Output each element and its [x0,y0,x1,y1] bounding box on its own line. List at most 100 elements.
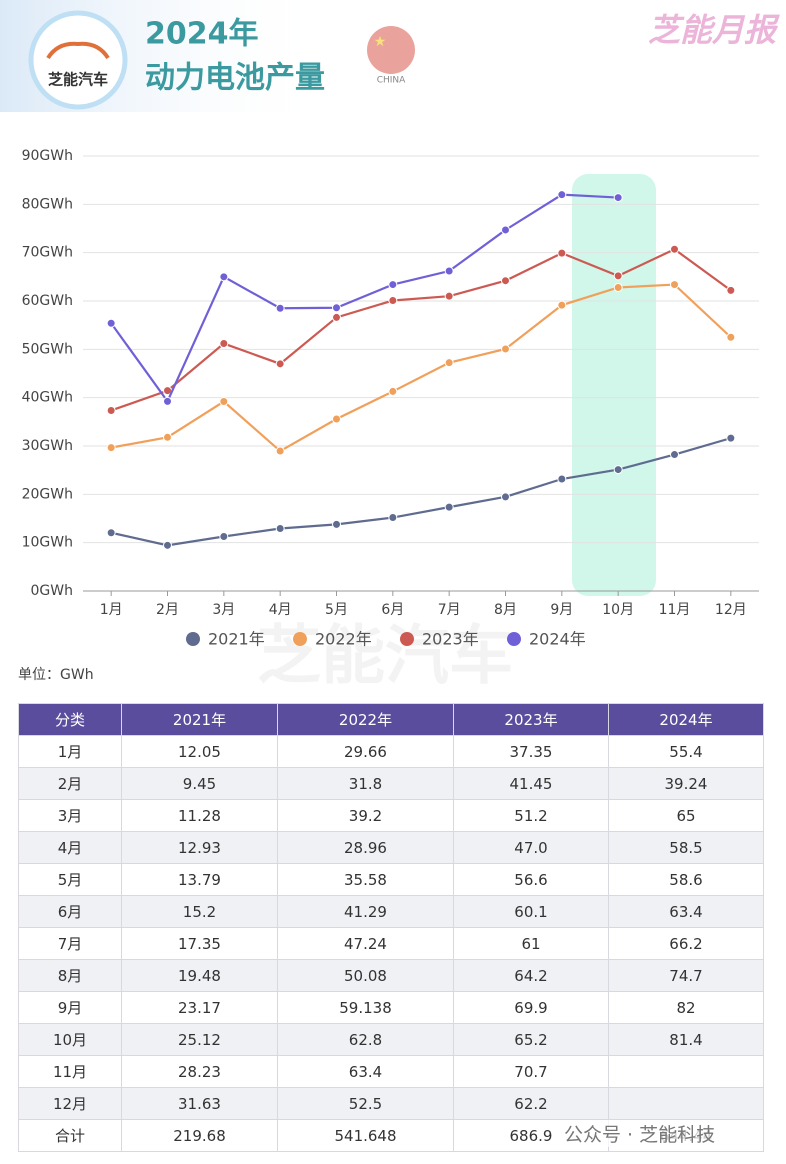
table-cell: 3月 [18,799,122,832]
table-cell: 合计 [18,1119,122,1152]
legend-swatch [507,632,521,646]
table-cell: 12月 [18,1087,122,1120]
table-cell: 35.58 [277,863,454,896]
table-cell: 25.12 [121,1023,278,1056]
point [501,492,510,502]
point [557,474,567,484]
table-cell: 58.5 [608,831,764,864]
table-cell: 63.4 [608,895,764,928]
table-cell: 12.05 [121,735,278,768]
table-cell: 9月 [18,991,122,1024]
table-cell: 70.7 [453,1055,609,1088]
y-tick-label: 70GWh [22,245,73,261]
table-cell: 13.79 [121,863,278,896]
table-cell: 51.2 [453,799,609,832]
legend-label: 2023年 [422,630,479,649]
point [726,433,736,443]
point [388,296,398,306]
table-cell: 5月 [18,863,122,896]
logo-icon [46,41,110,60]
header-cell: 2021年 [121,703,278,736]
table-cell: 9.45 [121,767,278,800]
table-cell: 63.4 [277,1055,454,1088]
table-cell: 58.6 [608,863,764,896]
table-cell: 11月 [18,1055,122,1088]
table-cell: 15.2 [121,895,278,928]
legend-swatch [186,632,200,646]
point [163,432,172,442]
point [332,519,341,529]
flag [367,26,415,74]
header-cell: 2023年 [453,703,609,736]
table-cell: 541.648 [277,1119,454,1152]
point [219,397,229,407]
table-cell: 65.2 [453,1023,609,1056]
flag-caption: CHINA [377,76,406,86]
point [557,248,567,258]
table-cell: 1月 [18,735,122,768]
point [557,190,567,200]
x-tick-label: 12月 [715,602,747,618]
series-line [110,437,732,547]
point [388,280,398,290]
point [219,531,229,541]
y-tick-label: 40GWh [22,390,73,406]
title-line: 动力电池产量 [145,61,325,96]
table-row: 11月 28.23 63.4 70.7 [18,1055,764,1088]
point [444,291,454,301]
point [275,524,285,534]
point [332,312,341,322]
watermark: 芝能汽车 [257,620,513,694]
table-row: 8月 19.48 50.08 64.2 74.7 [18,959,764,992]
y-tick-label: 90GWh [22,148,73,164]
x-tick-label: 8月 [494,602,517,618]
point [501,344,510,354]
table-cell: 59.138 [277,991,454,1024]
legend-swatch [400,632,414,646]
x-tick-label: 10月 [602,602,634,618]
table-cell [608,1087,764,1120]
x-tick-label: 4月 [269,602,292,618]
table-row: 10月 25.12 62.8 65.2 81.4 [18,1023,764,1056]
point [332,414,341,424]
header-cell: 2024年 [608,703,764,736]
table-cell: 2月 [18,767,122,800]
header-row: 分类 2021年 2022年 2023年 2024年 [18,703,764,736]
table-cell: 64.2 [453,959,609,992]
y-tick-label: 60GWh [22,293,73,309]
point [388,386,398,396]
title-line: 2024年 [145,17,259,52]
point [613,282,623,292]
x-tick-label: 3月 [212,602,235,618]
point [670,280,679,290]
table-cell: 47.24 [277,927,454,960]
point [163,396,172,406]
point [332,303,341,313]
point [557,300,567,310]
table-cell: 39.2 [277,799,454,832]
flag-star: ★ [374,34,387,50]
table-cell: 19.48 [121,959,278,992]
table-cell: 41.29 [277,895,454,928]
table-cell: 6月 [18,895,122,928]
table-cell: 56.6 [453,863,609,896]
table-row: 2月 9.45 31.8 41.45 39.24 [18,767,764,800]
point [275,359,285,369]
table-row: 12月 31.63 52.5 62.2 [18,1087,764,1120]
y-tick-label: 10GWh [22,535,73,551]
table-cell: 62.2 [453,1087,609,1120]
point [726,285,736,295]
legend-label: 2022年 [315,630,372,649]
point [275,446,285,456]
table-cell: 82 [608,991,764,1024]
point [444,358,454,368]
point [163,540,172,550]
x-tick-label: 7月 [438,602,461,618]
table-row: 6月 15.2 41.29 60.1 63.4 [18,895,764,928]
x-tick-label: 1月 [100,602,123,618]
x-tick-label: 6月 [381,602,404,618]
table-cell: 61 [453,927,609,960]
x-tick-label: 9月 [550,602,573,618]
table-cell: 28.96 [277,831,454,864]
